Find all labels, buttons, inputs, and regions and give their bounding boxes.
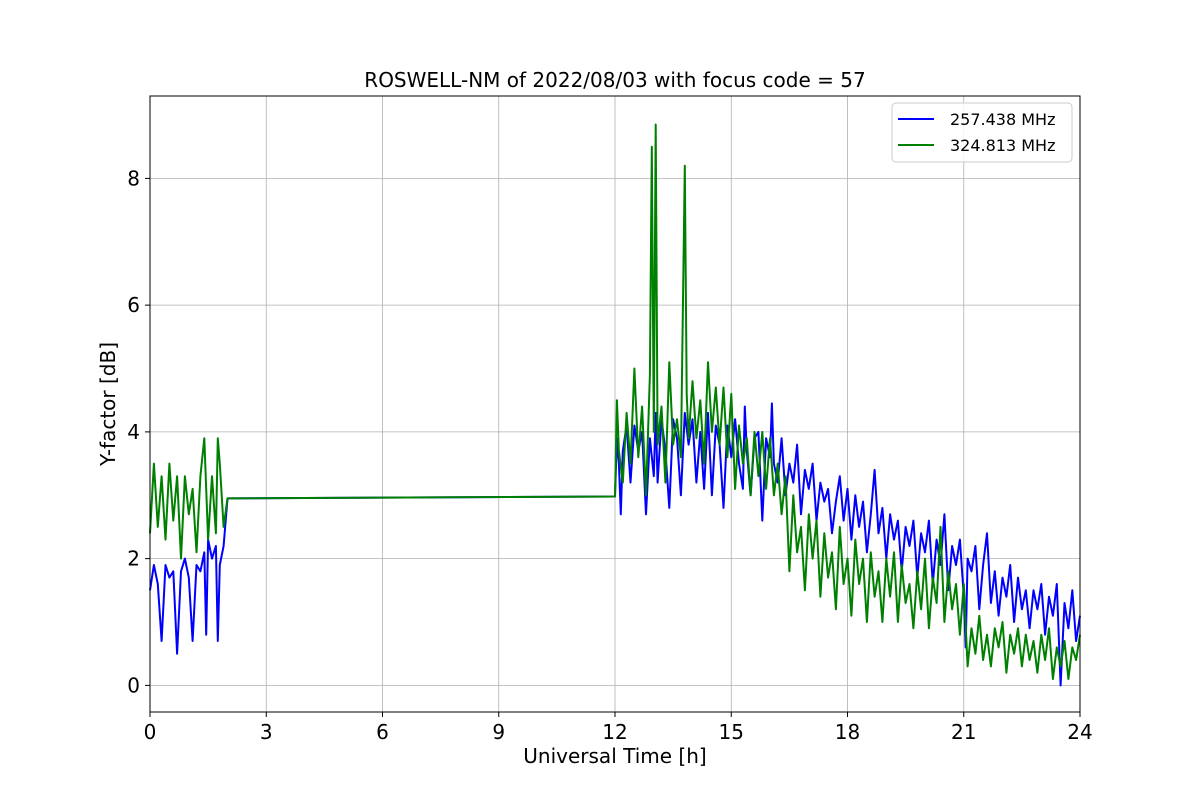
x-tick-label: 18	[835, 720, 860, 744]
chart-title: ROSWELL-NM of 2022/08/03 with focus code…	[364, 68, 865, 92]
y-tick-label: 6	[127, 293, 140, 317]
x-tick-label: 9	[492, 720, 505, 744]
x-tick-label: 0	[144, 720, 157, 744]
series-line-1	[149, 123, 1081, 680]
legend-label-257-mhz: 257.438 MHz	[950, 110, 1055, 129]
series-line-0	[149, 402, 1081, 687]
x-tick-label: 24	[1067, 720, 1092, 744]
legend-label-324-mhz: 324.813 MHz	[950, 136, 1055, 155]
y-tick-label: 0	[127, 673, 140, 697]
series-layer	[149, 123, 1081, 687]
y-tick-label: 2	[127, 547, 140, 571]
x-tick-label: 3	[260, 720, 273, 744]
y-tick-label: 8	[127, 166, 140, 190]
legend-box	[891, 102, 1073, 163]
y-tick-label: 4	[127, 420, 140, 444]
x-tick-label: 15	[719, 720, 744, 744]
x-tick-label: 21	[951, 720, 976, 744]
legend: 257.438 MHz 324.813 MHz	[891, 102, 1073, 163]
x-tick-label: 12	[602, 720, 627, 744]
x-tick-label: 6	[376, 720, 389, 744]
y-axis-label: Y-factor [dB]	[96, 342, 120, 467]
x-axis-label: Universal Time [h]	[523, 744, 706, 768]
